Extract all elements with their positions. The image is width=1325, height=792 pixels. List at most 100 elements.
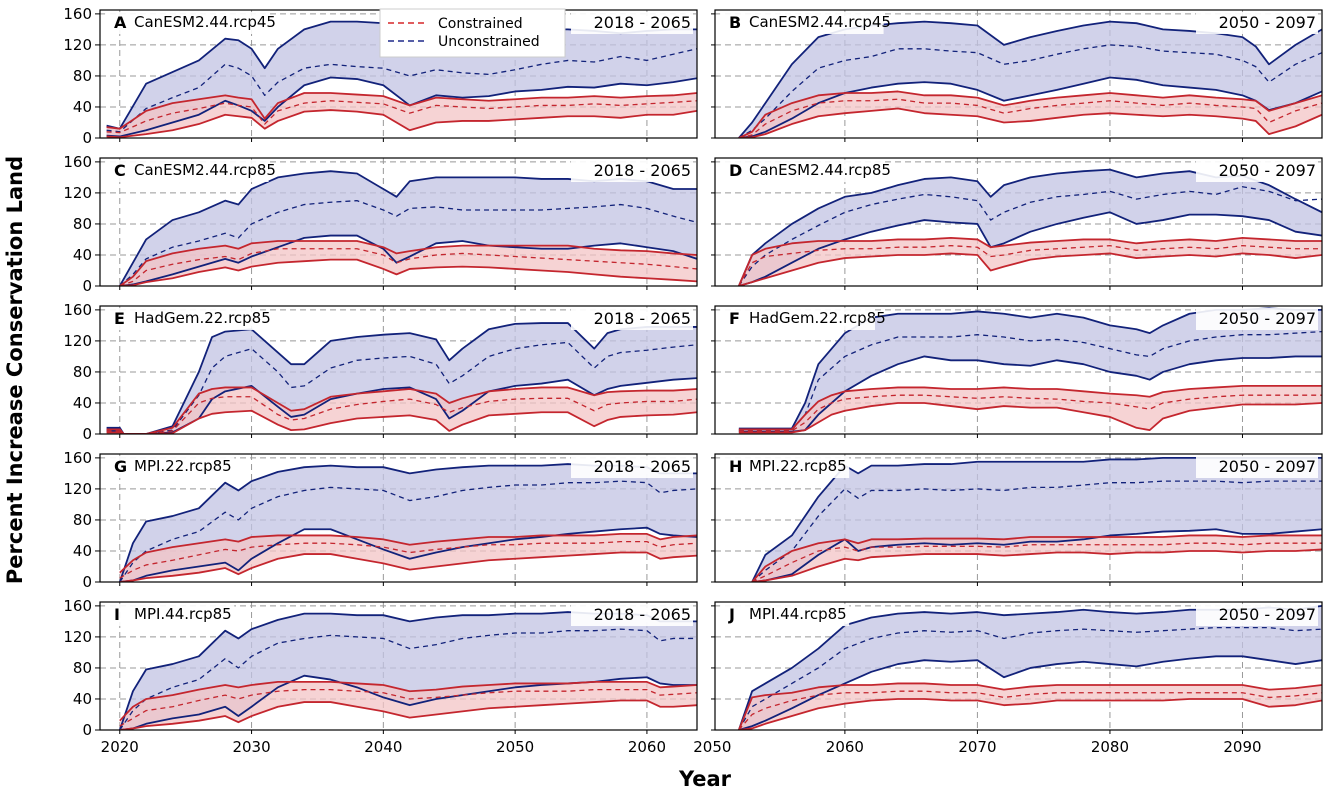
unconstrained-median-line xyxy=(119,628,697,730)
panel-letter: B xyxy=(729,13,741,32)
period-label: 2050 - 2097 xyxy=(1219,605,1316,624)
period-background xyxy=(571,160,693,182)
x-tick-label: 2090 xyxy=(1223,738,1261,756)
period-background xyxy=(571,456,693,478)
y-tick-label: 40 xyxy=(73,690,92,708)
constrained-lower-line xyxy=(119,551,697,582)
y-tick-label: 160 xyxy=(63,449,92,467)
unconstrained-median-line xyxy=(738,626,1322,730)
constrained-upper-line xyxy=(106,386,697,434)
constrained-upper-line xyxy=(106,92,697,130)
constrained-lower-line xyxy=(106,109,697,138)
model-name: CanESM2.44.rcp85 xyxy=(749,161,891,179)
period-background xyxy=(1196,308,1318,330)
y-tick-label: 0 xyxy=(82,721,92,739)
x-tick-label: 2050 xyxy=(693,738,731,756)
y-tick-label: 40 xyxy=(73,246,92,264)
panel-g: 0 40 80 120 160 G MPI.22.rcp85 2018 - 2065 xyxy=(63,449,698,591)
legend-frame xyxy=(379,8,566,58)
label-background xyxy=(720,12,884,34)
plot-area xyxy=(118,611,697,730)
unconstrained-band xyxy=(738,169,1322,286)
constrained-lower-line xyxy=(738,402,1322,434)
period-label: 2018 - 2065 xyxy=(594,161,691,180)
panel-letter: A xyxy=(114,13,127,32)
constrained-median-line xyxy=(751,542,1322,582)
panel-frame xyxy=(714,157,1323,287)
panel-frame xyxy=(714,9,1323,139)
label-background xyxy=(105,308,260,330)
y-tick-label: 40 xyxy=(73,394,92,412)
period-label: 2050 - 2097 xyxy=(1219,309,1316,328)
panel-frame xyxy=(714,305,1323,435)
unconstrained-band xyxy=(738,308,1322,432)
y-tick-label: 160 xyxy=(63,597,92,615)
constrained-upper-line xyxy=(738,237,1322,286)
unconstrained-band xyxy=(752,457,1322,582)
unconstrained-lower-line xyxy=(119,674,697,730)
model-name: MPI.44.rcp85 xyxy=(134,605,232,623)
constrained-band xyxy=(119,681,697,730)
unconstrained-lower-line xyxy=(119,234,697,286)
y-tick-label: 120 xyxy=(63,184,92,202)
constrained-median-line xyxy=(738,245,1322,286)
unconstrained-lower-line xyxy=(119,526,697,582)
unconstrained-upper-line xyxy=(738,20,1322,138)
x-tick-label: 2070 xyxy=(958,738,996,756)
unconstrained-median-line xyxy=(119,200,697,286)
legend-unconstrained-label: Unconstrained xyxy=(438,34,540,50)
y-tick-label: 0 xyxy=(82,277,92,295)
y-axis-title: Percent Increase Conservation Land xyxy=(3,156,27,584)
y-axis-title-group: Percent Increase Conservation Land xyxy=(3,156,27,584)
panel-letter: F xyxy=(729,309,740,328)
x-axis-title: Year xyxy=(678,767,732,791)
constrained-band xyxy=(752,535,1322,582)
unconstrained-lower-line xyxy=(738,355,1322,433)
panel-letter: H xyxy=(729,457,742,476)
constrained-upper-line xyxy=(751,534,1322,582)
y-tick-label: 0 xyxy=(82,129,92,147)
panel-letter: G xyxy=(114,457,127,476)
constrained-lower-line xyxy=(738,107,1322,138)
unconstrained-lower-line xyxy=(752,528,1322,582)
panel-frame xyxy=(99,305,698,435)
plot-area xyxy=(118,463,697,582)
panel-b: B CanESM2.44.rcp45 2050 - 2097 xyxy=(711,9,1323,142)
constrained-band xyxy=(738,683,1322,730)
model-name: MPI.44.rcp85 xyxy=(749,605,847,623)
unconstrained-band xyxy=(119,612,697,730)
x-tick-label: 2060 xyxy=(826,738,864,756)
constrained-lower-line xyxy=(119,258,697,286)
constrained-median-line xyxy=(738,394,1322,432)
x-tick-label: 2060 xyxy=(628,738,666,756)
constrained-median-line xyxy=(119,689,697,727)
unconstrained-band xyxy=(119,171,697,286)
plot-area xyxy=(738,20,1322,138)
constrained-upper-line xyxy=(119,533,697,574)
constrained-median-line xyxy=(106,100,697,134)
panel-letter: I xyxy=(114,605,120,624)
y-tick-label: 0 xyxy=(82,573,92,591)
y-tick-label: 80 xyxy=(73,659,92,677)
y-tick-label: 80 xyxy=(73,511,92,529)
period-background xyxy=(1196,160,1318,182)
panel-frame xyxy=(714,601,1323,731)
label-background xyxy=(720,160,884,182)
panel-d: D CanESM2.44.rcp85 2050 - 2097 xyxy=(711,157,1323,290)
constrained-lower-line xyxy=(738,252,1322,286)
plot-area xyxy=(118,170,697,286)
unconstrained-band xyxy=(119,464,697,582)
label-background xyxy=(105,456,235,478)
constrained-median-line xyxy=(119,248,697,286)
plot-area xyxy=(106,322,697,434)
constrained-lower-line xyxy=(752,548,1322,582)
unconstrained-lower-line xyxy=(738,655,1322,730)
panel-frame xyxy=(714,453,1323,583)
unconstrained-lower-line xyxy=(738,76,1322,138)
label-background xyxy=(720,604,850,626)
plot-area xyxy=(738,307,1322,434)
y-tick-label: 120 xyxy=(63,480,92,498)
panel-frame xyxy=(99,453,698,583)
constrained-lower-line xyxy=(119,699,697,730)
unconstrained-lower-line xyxy=(738,211,1322,286)
